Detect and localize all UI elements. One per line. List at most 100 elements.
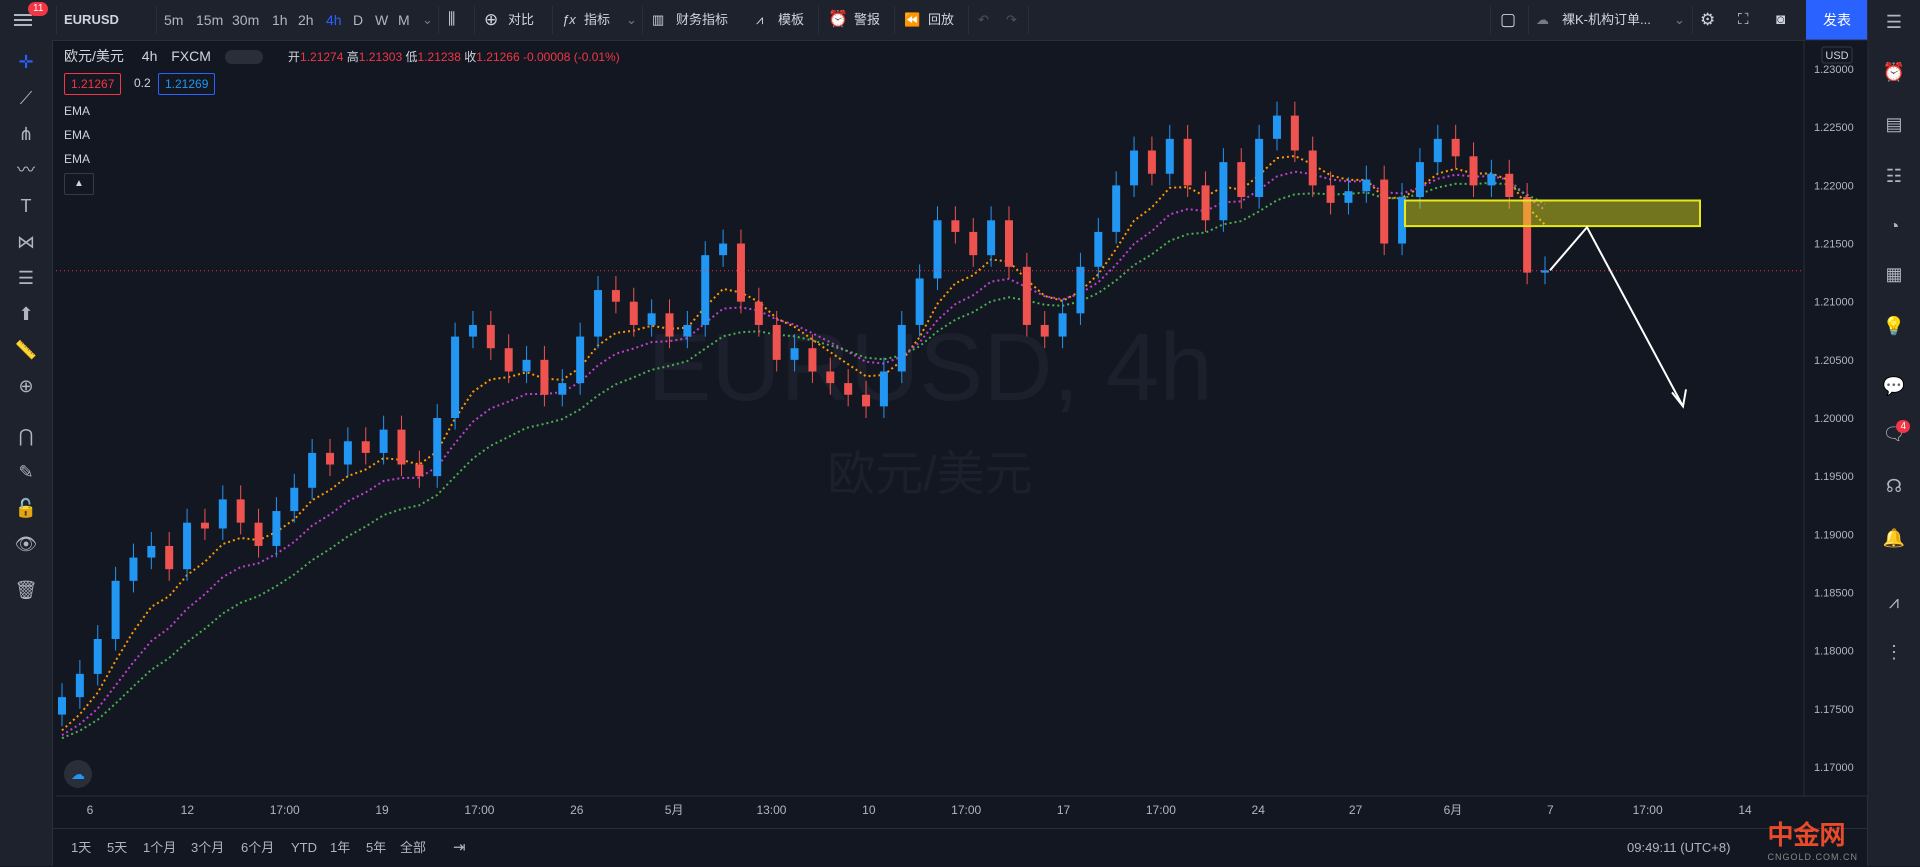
- indicators-button[interactable]: 指标: [584, 12, 611, 27]
- templates-button[interactable]: 模板: [778, 12, 805, 27]
- pitchfork-icon[interactable]: ⋔: [18, 124, 34, 144]
- fullscreen-icon[interactable]: ⛶: [1738, 11, 1749, 28]
- ruler-icon[interactable]: 📏: [14, 340, 38, 360]
- timeframe-1h[interactable]: 1h: [272, 12, 288, 28]
- cloud-logo-icon[interactable]: ☁: [64, 760, 92, 788]
- price-tick-label: 1.22500: [1814, 122, 1854, 134]
- camera-icon[interactable]: ◙: [1776, 11, 1786, 28]
- watchlist-icon[interactable]: ☰: [1885, 12, 1903, 32]
- chat-icon[interactable]: 💬: [1882, 376, 1906, 396]
- buy-price-button[interactable]: 1.21269: [158, 73, 216, 95]
- divider: [1692, 6, 1693, 34]
- candle-body: [272, 511, 281, 546]
- close-value: 1.21266: [476, 50, 520, 64]
- crosshair-icon[interactable]: ✛: [18, 52, 34, 72]
- symbol-title[interactable]: 欧元/美元: [64, 48, 124, 64]
- range-8[interactable]: 5年: [366, 840, 387, 855]
- chevron-down-icon[interactable]: ⌄: [626, 12, 637, 27]
- chevron-down-icon[interactable]: ⌄: [422, 12, 433, 27]
- replay-icon[interactable]: ⏪: [904, 12, 921, 27]
- symbol-search-button[interactable]: EURUSD: [64, 12, 119, 27]
- redo-icon[interactable]: ↷: [1006, 12, 1017, 27]
- bell-icon[interactable]: 🔔: [1882, 528, 1906, 548]
- price-tick-label: 1.17500: [1814, 704, 1854, 716]
- candles-icon[interactable]: ⫼: [448, 11, 456, 28]
- time-tick-label: 19: [375, 803, 389, 817]
- cloud-icon[interactable]: ☁: [1536, 12, 1549, 27]
- timeframe-5m[interactable]: 5m: [164, 12, 184, 28]
- candle-body: [361, 441, 370, 453]
- gear-icon[interactable]: ⚙: [1700, 10, 1716, 29]
- goto-date-icon[interactable]: ⇥: [453, 839, 466, 856]
- range-6[interactable]: YTD: [291, 840, 317, 855]
- lock-icon[interactable]: 🔓: [14, 498, 38, 518]
- trash-icon[interactable]: 🗑: [14, 580, 38, 600]
- alarm-icon[interactable]: ⏰: [828, 11, 848, 28]
- timeframe-D[interactable]: D: [353, 12, 364, 28]
- calendar-icon[interactable]: ▦: [1885, 264, 1903, 284]
- time-tick-label: 14: [1738, 803, 1752, 817]
- square-icon[interactable]: ▢: [1500, 10, 1517, 29]
- market-status-toggle[interactable]: [224, 50, 263, 65]
- range-7[interactable]: 1年: [330, 840, 351, 855]
- alarm-clock-icon[interactable]: ⏰: [1882, 62, 1906, 82]
- pencil-lock-icon[interactable]: ✎: [18, 462, 34, 482]
- template-icon[interactable]: ⩘: [756, 12, 764, 27]
- timeframe-W[interactable]: W: [375, 12, 389, 28]
- candle-body: [1380, 179, 1389, 244]
- publish-button[interactable]: 发表: [1806, 0, 1868, 40]
- range-2[interactable]: 5天: [107, 840, 128, 855]
- timeframe-30m[interactable]: 30m: [232, 12, 260, 28]
- sell-price-button[interactable]: 1.21267: [64, 73, 122, 95]
- range-9[interactable]: 全部: [400, 840, 427, 855]
- clock-time[interactable]: 09:49:11 (UTC+8): [1627, 840, 1731, 855]
- dom-icon[interactable]: ⋮: [1885, 642, 1903, 662]
- time-tick-label: 17:00: [270, 803, 300, 817]
- plus-circle-icon[interactable]: ⊕: [484, 10, 499, 29]
- financials-button[interactable]: 财务指标: [676, 12, 729, 27]
- pattern-icon[interactable]: ⋈: [17, 232, 35, 252]
- details-icon[interactable]: ☷: [1885, 166, 1903, 186]
- range-5[interactable]: 6个月: [241, 840, 275, 855]
- brush-icon[interactable]: 〰: [17, 160, 35, 180]
- chevron-down-icon[interactable]: ⌄: [1674, 12, 1685, 27]
- layout-name-button[interactable]: 裸K-机构订单...: [1562, 12, 1651, 27]
- candle-body: [1058, 313, 1067, 337]
- candle-body: [218, 499, 227, 529]
- ema-indicator-1[interactable]: EMA: [64, 104, 91, 118]
- candle-body: [1040, 324, 1049, 337]
- range-1[interactable]: 1天: [71, 840, 92, 855]
- menu-icon[interactable]: [14, 11, 32, 29]
- magnet-icon[interactable]: ⋂: [18, 426, 34, 446]
- timeframe-15m[interactable]: 15m: [196, 12, 224, 28]
- fx-icon[interactable]: ƒx: [562, 12, 576, 27]
- news-icon[interactable]: ▤: [1885, 114, 1903, 134]
- hotlist-icon[interactable]: ◔: [1888, 216, 1900, 236]
- replay-button[interactable]: 回放: [928, 12, 955, 27]
- collapse-legend-button[interactable]: ▲: [64, 173, 94, 195]
- candle-body: [254, 522, 263, 546]
- undo-icon[interactable]: ↶: [978, 12, 989, 27]
- ema-indicator-3[interactable]: EMA: [64, 152, 91, 166]
- price-tick-label: 1.22000: [1814, 180, 1854, 192]
- trend-icon[interactable]: ⩘: [1888, 592, 1900, 612]
- text-icon[interactable]: T: [20, 196, 32, 216]
- eye-icon[interactable]: 👁: [14, 534, 38, 554]
- compare-button[interactable]: 对比: [508, 12, 535, 27]
- position-icon[interactable]: ☰: [17, 268, 35, 288]
- candle-body: [183, 522, 192, 570]
- zoom-in-icon[interactable]: ⊕: [18, 376, 34, 396]
- arrow-up-icon[interactable]: ⬆: [18, 304, 34, 324]
- broadcast-icon[interactable]: ☊: [1886, 476, 1902, 496]
- timeframe-2h[interactable]: 2h: [298, 12, 314, 28]
- ema-indicator-2[interactable]: EMA: [64, 128, 91, 142]
- ideas-icon[interactable]: 💡: [1882, 316, 1906, 336]
- trend-line-icon[interactable]: ⟋: [19, 88, 33, 108]
- timeframe-M[interactable]: M: [398, 12, 410, 28]
- bar-chart-icon[interactable]: ▥: [652, 12, 665, 27]
- range-4[interactable]: 3个月: [191, 840, 225, 855]
- timeframe-4h[interactable]: 4h: [326, 12, 342, 28]
- alerts-button[interactable]: 警报: [854, 12, 881, 27]
- range-3[interactable]: 1个月: [143, 840, 177, 855]
